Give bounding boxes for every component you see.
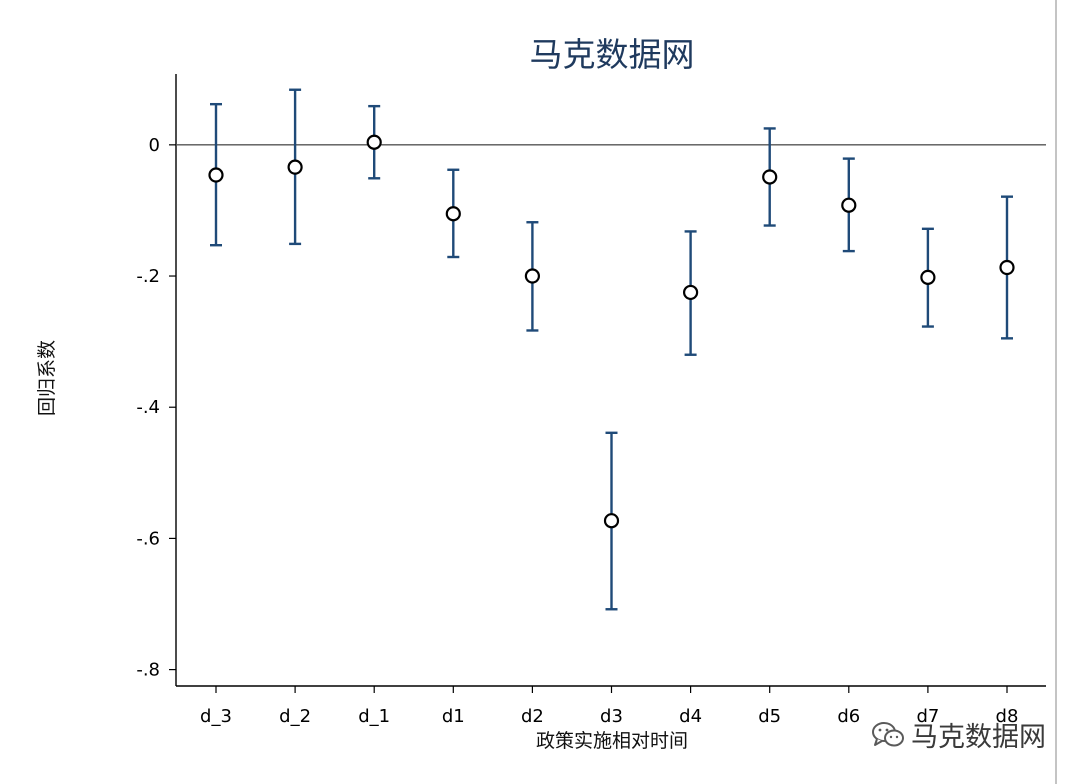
y-axis-label: 回归系数 (36, 340, 58, 416)
x-tick-label: d1 (442, 706, 465, 727)
point-estimate (682, 284, 699, 301)
plot-area: 0 -.2 -.4 -.6 -.8 d_3 d_2 d_1 d1 d2 d3 d4 d5 d6 d7 d8 (136, 88, 1046, 727)
y-tick-label: -.4 (136, 397, 160, 418)
x-tick-label: d3 (600, 706, 623, 727)
y-tick-label: -.2 (136, 266, 160, 287)
y-tick-label: 0 (149, 135, 160, 156)
point-estimate (920, 269, 936, 285)
point-estimate (445, 206, 461, 222)
x-tick-label: d6 (837, 706, 860, 727)
point-estimate (524, 268, 541, 284)
x-tick-label: d2 (521, 706, 544, 727)
point-estimate (287, 159, 303, 175)
x-tick-label: d4 (679, 706, 702, 727)
x-tick-label: d_1 (358, 706, 390, 727)
point-estimate (999, 259, 1015, 276)
y-tick-label: -.6 (136, 528, 160, 549)
wechat-icon (871, 721, 905, 749)
watermark: 马克数据网 (871, 715, 1046, 754)
watermark-text: 马克数据网 (911, 722, 1046, 753)
x-tick-label: d7 (916, 706, 939, 727)
y-tick-label: -.8 (136, 660, 160, 681)
point-estimate (208, 167, 224, 183)
point-estimate (366, 134, 382, 150)
chart-title: 马克数据网 (530, 35, 695, 74)
x-tick-label: d8 (996, 706, 1019, 727)
point-estimate (762, 169, 778, 185)
x-tick-label: d_3 (200, 706, 232, 727)
point-estimate (841, 197, 857, 213)
x-tick-label: d_2 (279, 706, 311, 727)
point-estimate (603, 513, 620, 529)
x-tick-label: d5 (758, 706, 781, 727)
x-axis-label: 政策实施相对时间 (536, 730, 688, 752)
